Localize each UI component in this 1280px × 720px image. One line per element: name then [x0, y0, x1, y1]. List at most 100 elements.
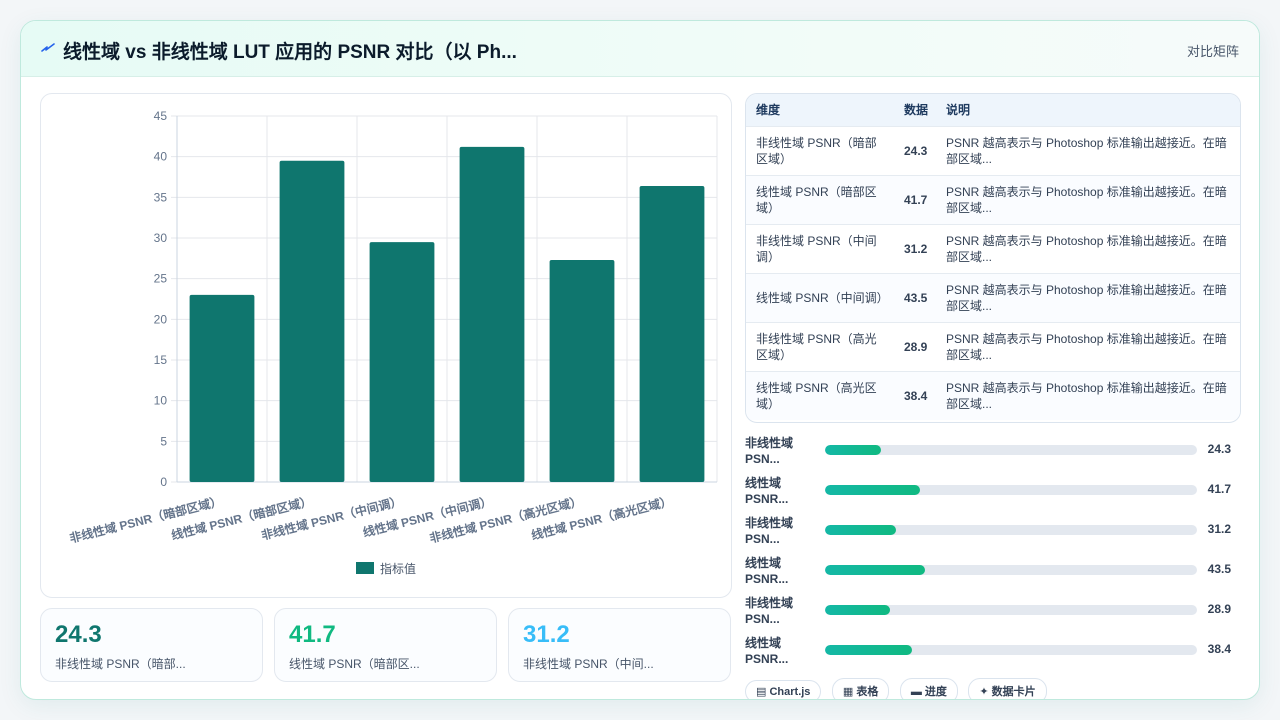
y-tick-label: 10 [154, 394, 168, 408]
comparison-matrix-label[interactable]: 对比矩阵 [1186, 44, 1239, 59]
y-tick-label: 30 [154, 231, 168, 245]
x-tick-label: 非线性域 PSNR（暗部区域） [68, 493, 224, 545]
view-chips: ▤ Chart.js ▦ 表格 ▬ 进度 ✦ 数据卡片 [745, 678, 1053, 699]
chart-bar [639, 185, 705, 482]
page-title: 线性域 vs 非线性域 LUT 应用的 PSNR 对比（以 Ph... [63, 42, 517, 63]
data-table: 维度 数据 说明 非线性域 PSNR（暗部区域） 24.3 PSNR 越高表示与… [746, 94, 1240, 420]
progress-label: 非线性域 PSN... [745, 516, 794, 546]
progress-row: 线性域 PSNR... 38.4 [745, 633, 1239, 673]
cell-value: 28.9 [896, 321, 936, 371]
y-tick-label: 0 [160, 475, 167, 489]
table-row: 非线性域 PSNR（高光区域） 28.9 PSNR 越高表示与 Photosho… [746, 321, 1240, 371]
cell-description: PSNR 越高表示与 Photoshop 标准输出越接近。在暗部区域... [936, 370, 1240, 420]
progress-row: 非线性域 PSN... 31.2 [745, 513, 1239, 553]
chart-bar [549, 259, 615, 482]
column-header-dimension: 维度 [756, 103, 781, 118]
progress-label: 线性域 PSNR... [745, 636, 789, 666]
progress-track [825, 485, 1197, 495]
chip-label: 表格 [856, 686, 879, 698]
stat-value: 31.2 [523, 621, 570, 648]
chart-bar [369, 242, 435, 482]
stat-label: 线性域 PSNR（暗部区... [289, 657, 420, 671]
progress-label: 非线性域 PSN... [745, 436, 794, 466]
cell-dimension: 线性域 PSNR（中间调） [746, 272, 896, 322]
progress-value: 28.9 [1207, 602, 1231, 616]
chip-label: 数据卡片 [991, 686, 1036, 698]
x-tick-label: 非线性域 PSNR（高光区域） [428, 493, 584, 545]
chip-label: Chart.js [769, 686, 811, 698]
y-tick-label: 15 [154, 353, 168, 367]
progress-fill [825, 485, 920, 495]
progress-row: 非线性域 PSN... 28.9 [745, 593, 1239, 633]
cell-value: 43.5 [896, 272, 936, 322]
progress-list: 非线性域 PSN... 24.3 线性域 PSNR... 41.7 非线性域 P… [745, 433, 1239, 673]
table-row: 非线性域 PSNR（中间调） 31.2 PSNR 越高表示与 Photoshop… [746, 223, 1240, 273]
stat-label: 非线性域 PSNR（暗部... [55, 657, 186, 671]
progress-track [825, 605, 1197, 615]
progress-value: 38.4 [1207, 642, 1231, 656]
legend-swatch [356, 562, 374, 574]
progress-fill [825, 525, 896, 535]
table-row: 线性域 PSNR（暗部区域） 41.7 PSNR 越高表示与 Photoshop… [746, 174, 1240, 224]
chip-progress[interactable]: ▬ 进度 [899, 678, 958, 699]
y-tick-label: 40 [154, 150, 168, 164]
progress-fill [825, 565, 926, 575]
progress-icon: ▬ [910, 686, 922, 698]
stat-card: 31.2 非线性域 PSNR（中间... [508, 608, 731, 682]
chip-label: 进度 [924, 686, 947, 698]
stat-card: 41.7 线性域 PSNR（暗部区... [274, 608, 497, 682]
cell-value: 31.2 [896, 223, 936, 273]
y-tick-label: 20 [154, 312, 168, 326]
column-header-data: 数据 [904, 103, 929, 118]
cell-dimension: 线性域 PSNR（暗部区域） [746, 174, 896, 224]
progress-row: 非线性域 PSN... 24.3 [745, 433, 1239, 473]
data-table-panel: 维度 数据 说明 非线性域 PSNR（暗部区域） 24.3 PSNR 越高表示与… [745, 93, 1241, 423]
y-tick-label: 25 [154, 272, 168, 286]
cell-value: 41.7 [896, 174, 936, 224]
table-icon: ▦ [842, 686, 854, 698]
main-card: 线性域 vs 非线性域 LUT 应用的 PSNR 对比（以 Ph... 对比矩阵… [20, 20, 1260, 700]
stat-value: 41.7 [289, 621, 336, 648]
chart-icon: ▤ [756, 686, 767, 698]
cell-value: 38.4 [896, 370, 936, 420]
progress-value: 24.3 [1207, 442, 1231, 456]
cell-value: 24.3 [896, 125, 936, 175]
progress-value: 43.5 [1207, 562, 1231, 576]
legend-label: 指标值 [380, 561, 416, 576]
sparkle-icon: ✦ [979, 686, 989, 698]
progress-label: 线性域 PSNR... [745, 476, 789, 506]
card-header: 线性域 vs 非线性域 LUT 应用的 PSNR 对比（以 Ph... 对比矩阵 [21, 21, 1259, 77]
cell-description: PSNR 越高表示与 Photoshop 标准输出越接近。在暗部区域... [936, 321, 1240, 371]
progress-track [825, 645, 1197, 655]
progress-label: 非线性域 PSN... [745, 596, 794, 626]
chip-table[interactable]: ▦ 表格 [831, 678, 890, 699]
progress-row: 线性域 PSNR... 41.7 [745, 473, 1239, 513]
progress-value: 31.2 [1207, 522, 1231, 536]
column-header-description: 说明 [946, 103, 971, 118]
cell-description: PSNR 越高表示与 Photoshop 标准输出越接近。在暗部区域... [936, 125, 1240, 175]
chart-bar [459, 146, 525, 482]
chip-data-cards[interactable]: ✦ 数据卡片 [968, 678, 1047, 699]
cell-description: PSNR 越高表示与 Photoshop 标准输出越接近。在暗部区域... [936, 223, 1240, 273]
table-row: 非线性域 PSNR（暗部区域） 24.3 PSNR 越高表示与 Photosho… [746, 125, 1240, 175]
progress-value: 41.7 [1207, 482, 1231, 496]
chart-bar [189, 294, 255, 482]
chart-bar [279, 160, 345, 482]
progress-fill [825, 645, 913, 655]
y-tick-label: 35 [154, 190, 168, 204]
cell-dimension: 非线性域 PSNR（中间调） [746, 223, 896, 273]
stat-value: 24.3 [55, 621, 102, 648]
chart-panel: 0 5 10 15 20 25 30 35 40 45 非线性域 PSNR（暗部区域） 线性域 PSN… [40, 93, 732, 598]
cell-description: PSNR 越高表示与 Photoshop 标准输出越接近。在暗部区域... [936, 272, 1240, 322]
cell-dimension: 非线性域 PSNR（暗部区域） [746, 125, 896, 175]
cell-dimension: 非线性域 PSNR（高光区域） [746, 321, 896, 371]
stat-label: 非线性域 PSNR（中间... [523, 657, 654, 671]
progress-track [825, 525, 1197, 535]
progress-row: 线性域 PSNR... 43.5 [745, 553, 1239, 593]
progress-fill [825, 445, 881, 455]
chip-chartjs[interactable]: ▤ Chart.js [745, 680, 822, 699]
progress-label: 线性域 PSNR... [745, 556, 789, 586]
progress-fill [825, 605, 891, 615]
cell-description: PSNR 越高表示与 Photoshop 标准输出越接近。在暗部区域... [936, 174, 1240, 224]
